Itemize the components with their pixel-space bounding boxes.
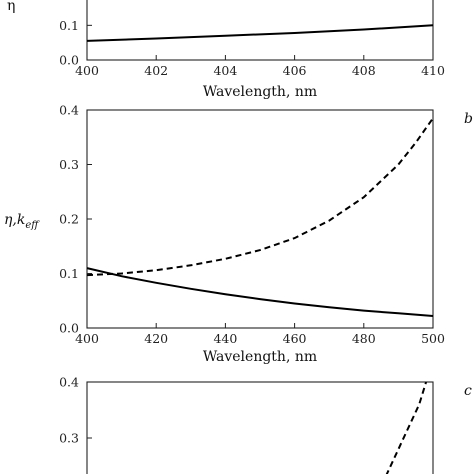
- panel-b-x-tick-label: 480: [352, 331, 376, 346]
- panel-a-ylabel-fragment: η: [7, 0, 15, 14]
- panel-b-x-tick-label: 440: [213, 331, 237, 346]
- panel-a-x-tick-label: 404: [213, 63, 237, 78]
- panel-b-x-tick-label: 500: [421, 331, 445, 346]
- panel-a-y-tick-label: 0.1: [59, 18, 79, 33]
- panel-a-x-tick-label: 402: [144, 63, 168, 78]
- panel-c-y-tick-label: 0.3: [59, 431, 79, 446]
- panel-a-y-ticks: 0.00.10.20.3: [59, 18, 92, 68]
- panel-b-ylabel-sub: eff: [25, 220, 40, 231]
- panel-a-x-tick-label: 406: [283, 63, 307, 78]
- panel-a-x-tick-label: 408: [352, 63, 376, 78]
- panel-c: c 0.3 0.4: [59, 375, 472, 474]
- panel-b-x-ticks: 400 420 440 460 480 500: [75, 323, 445, 346]
- panel-b-ylabel-main: η,k: [4, 212, 25, 228]
- panel-b-series: [86, 117, 434, 317]
- panel-b-x-tick-label: 420: [144, 331, 168, 346]
- panel-c-y-ticks: 0.3 0.4: [59, 375, 92, 446]
- panel-a-y-tick-label: 0.0: [59, 53, 79, 68]
- panel-c-series-dashed-line: [385, 381, 428, 474]
- panel-b-frame: [86, 109, 434, 329]
- panel-b-x-tick-label: 400: [75, 331, 99, 346]
- panel-b-y-tick-label: 0.1: [59, 266, 79, 281]
- panel-b-y-tick-label: 0.2: [59, 212, 79, 227]
- panel-a-x-tick-label: 400: [75, 63, 99, 78]
- panel-c-label: c: [464, 383, 472, 399]
- panel-a-series-solid-line: [86, 24, 434, 42]
- panel-b-ylabel: η,keff: [4, 212, 40, 231]
- panel-b-label: b: [464, 111, 473, 127]
- panel-c-series: [385, 381, 428, 474]
- panel-c-y-tick-label: 0.4: [59, 375, 79, 390]
- panel-b-y-tick-label: 0.4: [59, 103, 79, 118]
- panel-a-series: [86, 24, 434, 42]
- panel-a-xlabel: Wavelength, nm: [203, 84, 317, 100]
- panel-b-x-tick-label: 460: [283, 331, 307, 346]
- panel-b-y-tick-label: 0.3: [59, 157, 79, 172]
- panel-b-series-dashed-line: [86, 117, 434, 277]
- panel-a-x-tick-label: 410: [421, 63, 445, 78]
- panel-a-x-ticks: 400 402 404 406 408 410: [75, 55, 445, 78]
- panel-b-y-ticks: 0.0 0.1 0.2 0.3 0.4: [59, 103, 92, 336]
- panel-a-frame: [86, 0, 434, 61]
- panel-b-y-tick-label: 0.0: [59, 321, 79, 336]
- panel-b-xlabel: Wavelength, nm: [203, 349, 317, 365]
- panel-b-series-solid-line: [86, 267, 434, 317]
- panel-c-frame: [86, 381, 434, 474]
- panel-b: b η,keff 400 420 440 460 480 500 0.0 0.1 0.2 0.3…: [4, 103, 473, 366]
